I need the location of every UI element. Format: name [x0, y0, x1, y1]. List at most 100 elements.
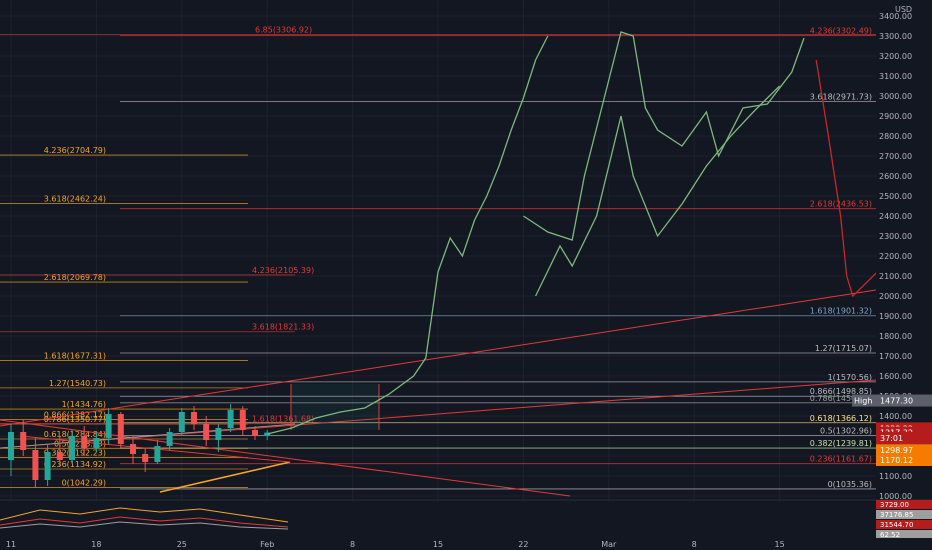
price-axis-tick: 2900.00	[879, 112, 912, 121]
fib-level-label-left: 0.618(1284.84)	[44, 430, 106, 439]
fib-level-label-left: 4.236(2704.79)	[44, 146, 106, 155]
projection-path-alt	[523, 31, 805, 241]
time-axis-tick: 15	[775, 540, 785, 549]
price-axis-tick: 1100.00	[879, 472, 912, 481]
fib-level-label-left: 3.618(2462.24)	[44, 195, 106, 204]
trendline	[0, 379, 877, 449]
candle-body	[130, 444, 136, 454]
oscillator-line	[0, 516, 289, 528]
fib-level-label: 0.382(1239.81)	[810, 439, 872, 448]
price-axis-tick: 2700.00	[879, 152, 912, 161]
candle-body	[142, 454, 149, 462]
candle-body	[215, 428, 222, 440]
fib-level-label: 0.866(1498.85)	[810, 387, 872, 396]
candle-body	[44, 452, 51, 480]
time-axis-tick: 25	[177, 540, 187, 549]
candle-body	[166, 432, 173, 446]
oscillator-badge-text: 62.52	[880, 531, 900, 539]
oscillator-badge	[876, 530, 932, 539]
trendline	[0, 423, 296, 449]
candle-body	[32, 450, 39, 480]
currency-label: USD	[895, 5, 912, 14]
price-axis-tick: 2200.00	[879, 252, 912, 261]
fib-level-label-left: 0(1042.29)	[62, 479, 106, 488]
candle-body	[227, 410, 234, 428]
candle-body	[264, 432, 271, 436]
candle-body	[8, 432, 14, 460]
oscillator-badge-text: 31544.70	[880, 521, 913, 529]
time-axis	[0, 538, 932, 550]
candle-body	[252, 430, 258, 436]
candle-body	[105, 414, 112, 438]
fib-level-label: 0.618(1366.12)	[810, 414, 872, 423]
candle-body	[117, 414, 124, 444]
candle-body	[81, 436, 88, 448]
fib-level-label: 0.786(1456.06)	[810, 394, 872, 403]
price-badge-text: 1298.97	[880, 446, 913, 455]
time-axis-tick: 18	[91, 540, 101, 549]
fib-level-label-left: 0.786(1350.77)	[44, 415, 106, 424]
fib-level-label-left: 0.866(1382.17)	[44, 411, 106, 420]
fib-level-label-left: 1.27(1540.73)	[49, 379, 106, 388]
price-axis-tick: 1900.00	[879, 312, 912, 321]
price-badge	[876, 394, 932, 407]
candle-body	[154, 446, 161, 462]
candle-body	[178, 412, 185, 432]
price-axis-tick: 3300.00	[879, 32, 912, 41]
price-axis-tick: 3400.00	[879, 12, 912, 21]
fib-level-label-left: 0.5(1238.53)	[54, 439, 106, 448]
price-axis-tick: 2800.00	[879, 132, 912, 141]
oscillator-badge	[876, 500, 932, 509]
projection-path-alt	[535, 85, 781, 297]
oscillator-panel	[0, 501, 876, 537]
price-badge	[876, 444, 932, 457]
time-axis-tick: 22	[518, 540, 528, 549]
price-axis-tick: 3100.00	[879, 72, 912, 81]
candle-body	[203, 424, 210, 440]
oscillator-line	[0, 521, 289, 530]
candle-body	[191, 412, 197, 424]
trendline	[0, 289, 877, 427]
time-axis-tick: Mar	[601, 540, 617, 549]
oscillator-badge-text: 37176.85	[880, 511, 913, 519]
trendline-orange	[159, 461, 291, 493]
price-axis-tick: 1800.00	[879, 332, 912, 341]
candle-body	[239, 410, 246, 430]
time-axis-tick: 11	[6, 540, 16, 549]
time-axis-tick: Feb	[260, 540, 274, 549]
price-axis-tick: 2000.00	[879, 292, 912, 301]
price-axis-tick: 2300.00	[879, 232, 912, 241]
price-axis-tick: 2500.00	[879, 192, 912, 201]
time-axis-tick: 15	[433, 540, 443, 549]
candle-body	[56, 452, 63, 460]
price-badge	[876, 454, 932, 466]
trendline	[0, 419, 571, 497]
fib-level-label: 4.236(3302.49)	[810, 27, 872, 36]
price-axis-tick: 1000.00	[879, 492, 912, 501]
price-axis-tick: 1400.00	[879, 412, 912, 421]
fib-level-label: 3.618(2971.73)	[810, 93, 872, 102]
oscillator-line	[0, 507, 289, 523]
fib-level-label-left: 1(1434.76)	[62, 400, 106, 409]
fib-level-label-left: 1.618(1361.68)	[252, 415, 314, 424]
fib-level-label-left: 0.236(1134.92)	[44, 460, 106, 469]
fib-level-label: 1.27(1715.07)	[815, 344, 872, 353]
fib-level-label: 1.618(1901.32)	[810, 307, 872, 316]
price-badge	[852, 394, 876, 407]
time-axis-tick: 8	[350, 540, 355, 549]
candle-body	[69, 436, 75, 460]
fib-level-label: 0.5(1302.96)	[820, 426, 872, 435]
price-axis-tick: 2100.00	[879, 272, 912, 281]
price-badge-text: High	[854, 397, 872, 406]
oscillator-badge-text: 3729.00	[880, 501, 909, 509]
time-axis-tick: 8	[692, 540, 697, 549]
fib-level-label: 2.618(2436.53)	[810, 200, 872, 209]
price-badge-text: 37:01	[880, 434, 903, 443]
fib-level-label: 0.236(1161.67)	[810, 455, 872, 464]
fib-level-label-left: 4.236(2105.39)	[252, 266, 314, 275]
fib-level-label-left: 3.618(1821.33)	[252, 323, 314, 332]
fib-level-label: 1(1570.56)	[828, 373, 872, 382]
fib-level-label-left: 2.618(2069.78)	[44, 273, 106, 282]
